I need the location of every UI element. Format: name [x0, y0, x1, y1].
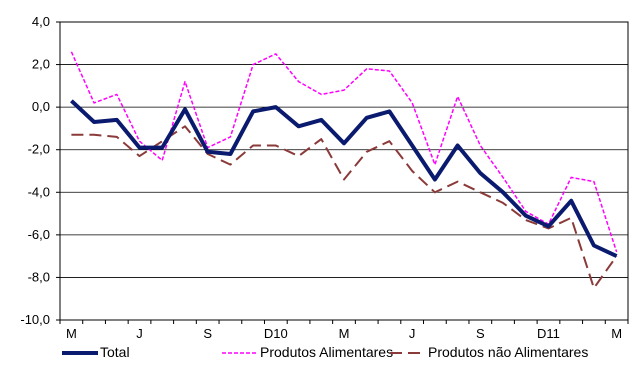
axes — [56, 22, 628, 324]
x-tick-label: M — [339, 326, 350, 341]
series-lines — [71, 52, 616, 288]
y-tick-label: -8,0 — [28, 269, 50, 284]
y-tick-label: 0,0 — [32, 99, 50, 114]
legend-label: Produtos não Alimentares — [428, 344, 588, 360]
x-tick-labels: M J S D10 M J S D11 M — [66, 326, 622, 341]
x-tick-label: S — [203, 326, 212, 341]
series-line-produtos-n-o-alimentares — [71, 126, 616, 288]
legend-label: Produtos Alimentares — [260, 344, 393, 360]
legend: Total Produtos Alimentares Produtos não Al… — [62, 344, 588, 360]
y-tick-label: -6,0 — [28, 227, 50, 242]
x-tick-label: M — [66, 326, 77, 341]
gridlines — [60, 22, 628, 320]
x-tick-label: M — [611, 326, 622, 341]
y-tick-label: 4,0 — [32, 14, 50, 29]
plot-area-border — [60, 22, 628, 320]
x-tick-label: J — [409, 326, 416, 341]
y-tick-label: -10,0 — [20, 312, 50, 327]
y-tick-label: -4,0 — [28, 184, 50, 199]
x-tick-label: J — [136, 326, 143, 341]
x-tick-label: D11 — [537, 326, 560, 341]
y-tick-label: -2,0 — [28, 142, 50, 157]
y-tick-label: 2,0 — [32, 57, 50, 72]
x-tick-label: D10 — [264, 326, 288, 341]
x-tick-label: S — [476, 326, 485, 341]
y-tick-labels: 4,0 2,0 0,0 -2,0 -4,0 -6,0 -8,0 -10,0 — [20, 14, 50, 327]
legend-label: Total — [100, 344, 130, 360]
